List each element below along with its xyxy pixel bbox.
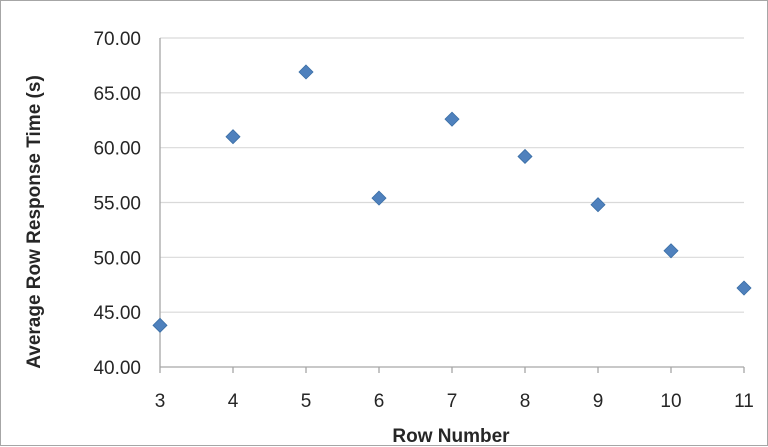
data-point — [298, 64, 314, 80]
data-point — [152, 317, 168, 333]
y-tick-label: 70.00 — [93, 29, 141, 50]
y-tick-label: 60.00 — [93, 139, 141, 160]
x-tick-label: 11 — [734, 391, 754, 412]
data-points — [152, 64, 752, 333]
data-point — [225, 129, 241, 145]
y-tick-label: 50.00 — [93, 248, 141, 269]
data-point — [590, 197, 606, 213]
axes — [159, 38, 745, 373]
data-point — [444, 111, 460, 127]
data-point — [517, 148, 533, 165]
y-tick-label: 40.00 — [93, 358, 141, 379]
x-tick-label: 5 — [301, 391, 312, 412]
x-tick-label: 4 — [228, 391, 239, 412]
y-tick-labels: 40.00 45.00 50.00 55.00 60.00 65.00 70.00 — [93, 29, 141, 379]
y-tick-label: 45.00 — [93, 303, 141, 324]
gridlines — [160, 37, 744, 313]
data-point — [371, 190, 387, 206]
x-tick-label: 9 — [593, 391, 604, 412]
y-tick-label: 55.00 — [93, 194, 141, 215]
x-tick-label: 7 — [447, 391, 458, 412]
x-tick-label: 6 — [374, 391, 385, 412]
data-point — [736, 280, 752, 296]
x-tick-labels: 3 4 5 6 7 8 9 10 11 — [155, 391, 754, 412]
x-tick-label: 3 — [155, 391, 166, 412]
x-axis-title: Row Number — [392, 426, 510, 447]
y-tick-label: 65.00 — [93, 84, 141, 105]
x-tick-label: 10 — [660, 391, 681, 412]
x-tick-label: 8 — [520, 391, 531, 412]
data-point — [663, 243, 679, 259]
y-axis-title: Average Row Response Time (s) — [24, 75, 45, 369]
